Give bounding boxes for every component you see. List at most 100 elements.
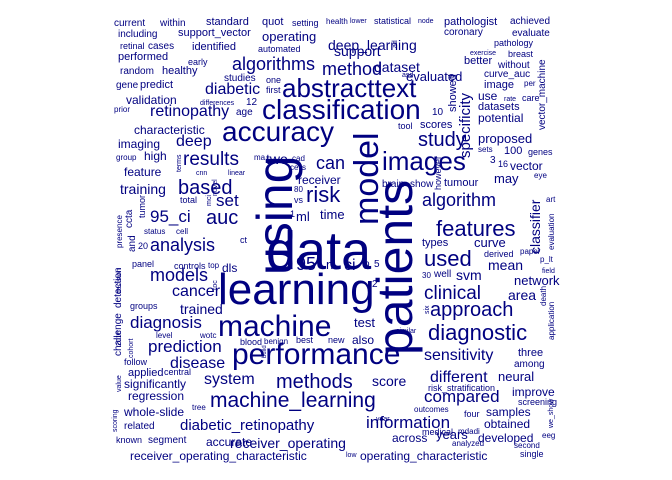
cloud-word-method: method: [322, 59, 383, 79]
cloud-word-across: across: [392, 431, 428, 445]
cloud-word-clinical: clinical: [424, 283, 482, 304]
cloud-word-presence: presence: [115, 215, 124, 248]
cloud-word-obtained: obtained: [484, 417, 531, 431]
cloud-word-wotc: wotc: [200, 331, 217, 340]
cloud-word-p: p: [364, 259, 370, 270]
cloud-word-known: known: [116, 435, 143, 445]
cloud-word-top: top: [208, 261, 220, 270]
cloud-word-neural: neural: [498, 369, 535, 384]
cloud-word-however: however: [433, 155, 443, 190]
cloud-word-whole-slide: whole-slide: [124, 405, 185, 419]
cloud-word-cancer: cancer: [172, 283, 221, 300]
cloud-word-can: can: [316, 153, 346, 173]
cloud-word-coronary: coronary: [444, 27, 483, 38]
cloud-word-operating-characteristic: operating_characteristic: [360, 449, 488, 463]
cloud-word-30: 30: [422, 271, 431, 280]
cloud-word-dls: dls: [222, 261, 238, 275]
cloud-word-evaluate: evaluate: [512, 28, 550, 39]
cloud-word-controls: controls: [174, 261, 206, 271]
cloud-word-may: may: [494, 171, 519, 186]
cloud-word-segment: segment: [148, 435, 187, 446]
cloud-word-ccta: ccta: [124, 209, 135, 228]
cloud-word-follow: follow: [124, 357, 148, 367]
cloud-word-risk-stratification: risk_stratification: [428, 383, 496, 393]
cloud-word-status: status: [144, 227, 166, 236]
cloud-word-eeg: eeg: [542, 431, 556, 440]
cloud-word-single: single: [520, 449, 544, 459]
cloud-word-training: training: [120, 181, 166, 197]
cloud-word-network: network: [514, 273, 560, 288]
cloud-word-16: 16: [498, 159, 509, 169]
cloud-word-per: per: [524, 79, 536, 88]
cloud-word-5: 5: [374, 259, 380, 270]
cloud-word-paper: paper: [520, 247, 541, 256]
cloud-word-two: two: [266, 151, 288, 167]
cloud-word-retinopathy: retinopathy: [150, 103, 230, 120]
cloud-word-feature: feature: [124, 165, 162, 179]
cloud-word-cohort: cohort: [128, 338, 135, 358]
cloud-word-mean: mean: [488, 257, 524, 273]
cloud-word-specificity: specificity: [457, 92, 474, 158]
cloud-word-data: data: [266, 221, 372, 281]
cloud-word-score: score: [372, 373, 407, 389]
cloud-word-year: year: [376, 416, 390, 423]
cloud-word-show: show: [410, 179, 434, 190]
cloud-word-predict: predict: [140, 79, 174, 91]
cloud-word-low: low: [346, 452, 357, 459]
cloud-word-mci: mci: [206, 195, 213, 206]
cloud-word-datasets: datasets: [478, 101, 520, 113]
cloud-word-standard: standard: [206, 16, 249, 28]
cloud-word-outcomes: outcomes: [414, 405, 449, 414]
cloud-word-decision: decision: [116, 268, 123, 294]
cloud-word-n: n: [326, 257, 334, 272]
cloud-word-mdadi: mdadi: [458, 427, 480, 436]
cloud-word-three: three: [518, 347, 544, 359]
cloud-word-learning: learning: [218, 265, 375, 314]
cloud-word-machine: machine: [218, 310, 332, 343]
cloud-word-linear: linear: [228, 170, 246, 177]
cloud-word-identified: identified: [192, 41, 237, 53]
cloud-word-evaluation: evaluation: [547, 213, 556, 250]
cloud-word-abstracttext: abstracttext: [282, 73, 417, 103]
cloud-word-field: field: [542, 268, 555, 275]
cloud-word-blood: blood: [240, 337, 263, 347]
cloud-word-sets: sets: [478, 145, 493, 154]
cloud-word-operating: operating: [262, 29, 317, 44]
cloud-word-including: including: [118, 29, 158, 40]
cloud-word-imaging: imaging: [118, 137, 161, 151]
cloud-word-deep-learning: deep_learning: [328, 37, 417, 53]
cloud-word-curve: curve: [474, 235, 506, 250]
cloud-word-80: 80: [294, 185, 303, 194]
cloud-word-group: group: [116, 153, 137, 162]
cloud-word-methods: methods: [276, 371, 353, 393]
cloud-word-rate: rate: [504, 96, 517, 103]
cloud-word-diagnosis: diagnosis: [130, 313, 202, 332]
cloud-word-years: years: [436, 427, 468, 442]
cloud-word-2016: 2016: [116, 330, 123, 346]
cloud-word-area: area: [508, 287, 537, 303]
cloud-word-panel: panel: [132, 259, 155, 269]
cloud-word-significantly: significantly: [124, 377, 187, 391]
cloud-word-diagnostic: diagnostic: [428, 320, 528, 345]
cloud-word-classification: classification: [262, 94, 421, 125]
cloud-word-based: based: [178, 177, 233, 199]
cloud-word-validation: validation: [126, 93, 177, 107]
cloud-word-20: 20: [138, 241, 149, 251]
cloud-word-central: central: [164, 367, 192, 377]
cloud-word-novel: novel: [212, 179, 219, 196]
cloud-word-retinal: retinal: [120, 41, 145, 51]
cloud-word-test: test: [354, 315, 375, 330]
cloud-word-accuracy: accuracy: [222, 116, 335, 147]
cloud-word-10: 10: [432, 107, 444, 118]
cloud-word-scores: scores: [420, 119, 453, 131]
cloud-word-first: first: [266, 85, 281, 95]
cloud-word-random: random: [120, 66, 154, 77]
cloud-word-cnn: cnn: [196, 170, 208, 177]
cloud-word-cases: cases: [148, 41, 175, 52]
cloud-word-3: 3: [490, 155, 496, 166]
cloud-word-improve: improve: [512, 385, 555, 399]
cloud-word-1: 1: [290, 209, 296, 219]
cloud-word-potential: potential: [478, 111, 524, 125]
cloud-word-deep: deep: [176, 133, 212, 150]
cloud-word-95-ci: 95_ci: [150, 207, 191, 226]
